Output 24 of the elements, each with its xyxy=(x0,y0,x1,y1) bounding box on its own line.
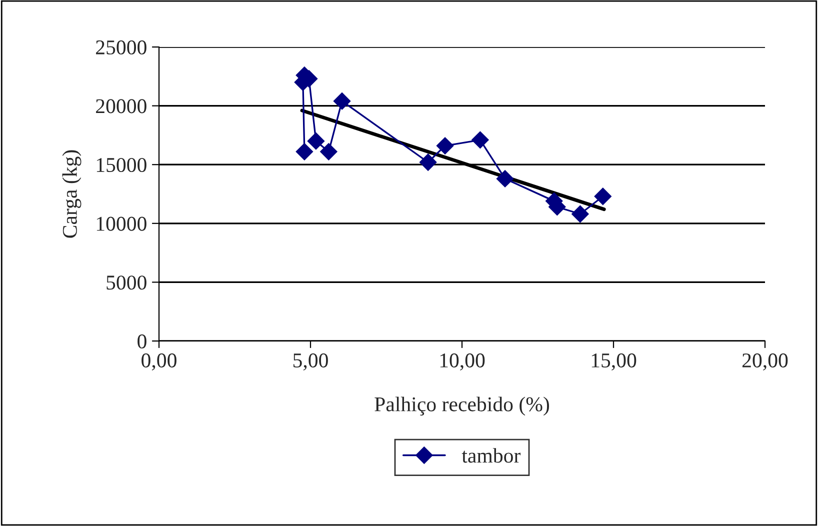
x-tick-label: 10,00 xyxy=(440,353,485,370)
point xyxy=(420,154,437,171)
point xyxy=(496,170,514,188)
x-tick-label: 15,00 xyxy=(592,353,636,370)
x-tick-label: 5,00 xyxy=(293,353,328,370)
point xyxy=(436,137,454,154)
y-tick-label: 15000 xyxy=(96,158,146,172)
point xyxy=(296,143,313,160)
legend-label: tambor xyxy=(462,448,520,463)
point xyxy=(572,205,589,223)
y-axis-title: Carga (kg) xyxy=(62,150,82,238)
y-tick-label: 5000 xyxy=(106,276,146,290)
point xyxy=(320,143,338,160)
point xyxy=(594,188,612,205)
point xyxy=(307,132,325,150)
x-axis-title: Palhiço recebido (%) xyxy=(374,396,550,416)
y-tick-label: 0 xyxy=(138,334,146,348)
x-tick-label: 0,00 xyxy=(142,353,176,370)
point xyxy=(472,131,489,148)
point xyxy=(333,92,351,110)
y-tick-label: 10000 xyxy=(96,216,146,231)
x-tick-label: 20,00 xyxy=(742,353,788,370)
y-tick-label: 20000 xyxy=(96,99,146,114)
y-tick-label: 25000 xyxy=(96,40,146,54)
